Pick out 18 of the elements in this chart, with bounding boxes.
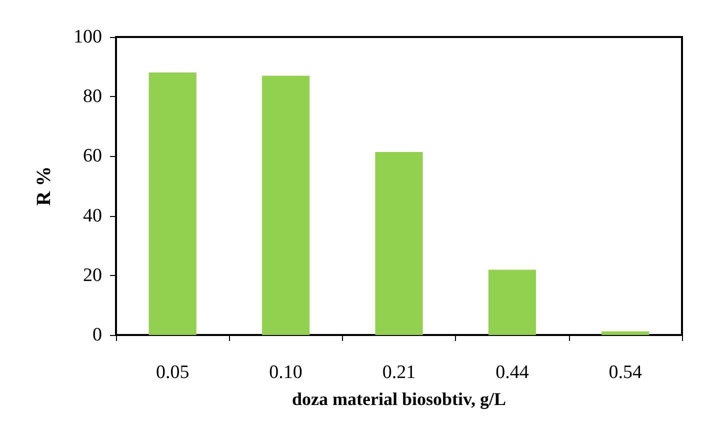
y-tick-label: 100: [74, 26, 102, 48]
y-tick-label: 20: [83, 264, 102, 286]
x-tick-label: 0.21: [382, 362, 416, 383]
bar: [602, 331, 650, 335]
bar: [488, 270, 536, 335]
y-axis-title: R %: [33, 166, 55, 206]
y-tick-label: 80: [83, 86, 102, 108]
x-tick-label: 0.54: [608, 362, 643, 383]
x-tick-label: 0.44: [496, 362, 530, 383]
y-tick-label: 40: [83, 205, 102, 226]
x-tick-label: 0.05: [156, 362, 190, 383]
y-tick-label: 0: [92, 324, 102, 346]
bar: [262, 76, 310, 335]
y-tick-label: 60: [83, 146, 102, 167]
bar: [375, 152, 423, 335]
x-tick-label: 0.10: [269, 362, 302, 383]
x-axis-title: doza material biosobtiv, g/L: [292, 389, 506, 409]
bar: [148, 72, 196, 335]
